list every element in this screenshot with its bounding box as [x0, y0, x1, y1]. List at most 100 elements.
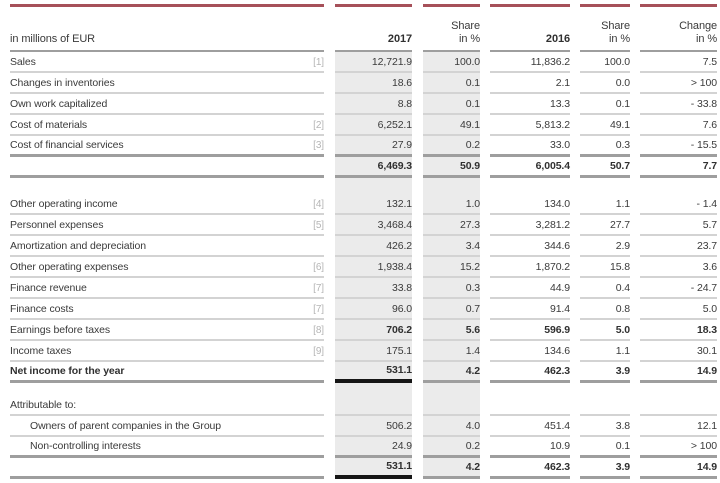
- cell-2017: 706.2: [335, 320, 412, 341]
- note-reference: [8]: [313, 325, 324, 336]
- row-label: Changes in inventories: [10, 77, 115, 89]
- cell-value: 3.9: [615, 461, 630, 473]
- subtotal-row: 6,469.3 50.9 6,005.4 50.7 7.7: [0, 157, 720, 178]
- cell-change: 5.0: [640, 299, 717, 320]
- cell-share-2017: 15.2: [423, 257, 480, 278]
- cell-2017: [335, 395, 412, 416]
- cell-share-2016: 5.0: [580, 320, 630, 341]
- cell-share-2017: [423, 395, 480, 416]
- column-highlight-share-2017: [423, 52, 480, 479]
- row-label-cell: Cost of materials [2]: [10, 115, 324, 136]
- row-label: Personnel expenses: [10, 219, 104, 231]
- row-label-cell: Finance costs [7]: [10, 299, 324, 320]
- cell-change: [640, 395, 717, 416]
- table-row: Other operating income [4] 132.1 1.0 134.0 1.…: [0, 194, 720, 215]
- row-label-cell: Earnings before taxes [8]: [10, 320, 324, 341]
- cell-share-2017: 1.0: [423, 194, 480, 215]
- row-label-cell: Personnel expenses [5]: [10, 215, 324, 236]
- cell-value: 426.2: [386, 240, 412, 252]
- table-row: Amortization and depreciation 426.2 3.4 344…: [0, 236, 720, 257]
- row-label: Non-controlling interests: [30, 440, 141, 452]
- row-label: Net income for the year: [10, 365, 125, 377]
- cell-value: 0.1: [615, 98, 630, 110]
- cell-value: 3,281.2: [535, 219, 570, 231]
- cell-value: 18.3: [696, 324, 717, 336]
- cell-value: 5.7: [702, 219, 717, 231]
- cell-share-2017: 5.6: [423, 320, 480, 341]
- note-reference: [9]: [313, 346, 324, 357]
- cell-2017: 531.1: [335, 458, 412, 479]
- cell-change: 7.5: [640, 52, 717, 73]
- table-row: Own work capitalized 8.8 0.1 13.3 0.1 - 33.8: [0, 94, 720, 115]
- note-reference: [7]: [313, 283, 324, 294]
- unit-label: in millions of EUR: [10, 33, 96, 45]
- cell-value: 0.2: [465, 440, 480, 452]
- cell-share-2016: 100.0: [580, 52, 630, 73]
- cell-2017: 12,721.9: [335, 52, 412, 73]
- cell-2017: 3,468.4: [335, 215, 412, 236]
- table-row: Cost of materials [2] 6,252.1 49.1 5,813.2 49…: [0, 115, 720, 136]
- cell-value: 0.1: [465, 77, 480, 89]
- total-row: 531.1 4.2 462.3 3.9 14.9: [0, 458, 720, 479]
- row-label: Sales: [10, 56, 36, 68]
- cell-share-2016: 0.3: [580, 136, 630, 157]
- cell-share-2017: 4.2: [423, 458, 480, 479]
- table-row: Finance revenue [7] 33.8 0.3 44.9 0.4 - 24.7: [0, 278, 720, 299]
- cell-value: 134.6: [544, 345, 570, 357]
- cell-value: 3.9: [615, 365, 630, 377]
- cell-value: 2.1: [555, 77, 570, 89]
- row-label-cell: Other operating income [4]: [10, 194, 324, 215]
- cell-value: 6,005.4: [535, 160, 570, 172]
- cell-value: 7.5: [702, 56, 717, 68]
- cell-share-2017: 3.4: [423, 236, 480, 257]
- cell-value: 50.7: [609, 160, 630, 172]
- cell-change: 30.1: [640, 341, 717, 362]
- cell-2016: 596.9: [490, 320, 570, 341]
- cell-2017: 1,938.4: [335, 257, 412, 278]
- cell-change: 14.9: [640, 458, 717, 479]
- cell-2016: 5,813.2: [490, 115, 570, 136]
- cell-share-2017: 49.1: [423, 115, 480, 136]
- cell-share-2017: 0.2: [423, 136, 480, 157]
- cell-value: 44.9: [549, 282, 570, 294]
- cell-2017: 132.1: [335, 194, 412, 215]
- table-row: Sales [1] 12,721.9 100.0 11,836.2 100.0 7.5: [0, 52, 720, 73]
- cell-2016: 462.3: [490, 458, 570, 479]
- table-row: Other operating expenses [6] 1,938.4 15.2 1,…: [0, 257, 720, 278]
- cell-change: 7.7: [640, 157, 717, 178]
- cell-share-2016: 3.8: [580, 416, 630, 437]
- cell-2016: 11,836.2: [490, 52, 570, 73]
- cell-change: 18.3: [640, 320, 717, 341]
- row-label: Finance costs: [10, 303, 74, 315]
- cell-share-2017: 0.2: [423, 437, 480, 458]
- cell-share-2016: 0.1: [580, 437, 630, 458]
- row-label: Earnings before taxes: [10, 324, 111, 336]
- cell-value: 0.0: [615, 77, 630, 89]
- row-label-cell: Amortization and depreciation: [10, 236, 324, 257]
- cell-value: - 24.7: [690, 282, 717, 294]
- cell-2017: 6,252.1: [335, 115, 412, 136]
- cell-2016: 344.6: [490, 236, 570, 257]
- cell-share-2016: 50.7: [580, 157, 630, 178]
- cell-2017: 426.2: [335, 236, 412, 257]
- note-reference: [3]: [313, 140, 324, 151]
- row-label-cell: Finance revenue [7]: [10, 278, 324, 299]
- cell-value: 27.3: [459, 219, 480, 231]
- row-label: Cost of financial services: [10, 139, 124, 151]
- cell-value: 596.9: [544, 324, 570, 336]
- cell-value: 13.3: [549, 98, 570, 110]
- cell-value: 18.6: [391, 77, 412, 89]
- cell-value: 100.0: [454, 56, 480, 68]
- spacer-row: [0, 178, 720, 194]
- row-label-cell: Non-controlling interests: [10, 437, 324, 458]
- cell-value: 0.8: [615, 303, 630, 315]
- cell-value: 344.6: [544, 240, 570, 252]
- cell-2016: 2.1: [490, 73, 570, 94]
- row-label: Attributable to:: [10, 399, 77, 411]
- cell-value: 14.9: [696, 461, 717, 473]
- cell-change: 14.9: [640, 362, 717, 383]
- row-label: Amortization and depreciation: [10, 240, 147, 252]
- cell-share-2016: 0.4: [580, 278, 630, 299]
- header-col-share-2017: Share in %: [423, 4, 480, 52]
